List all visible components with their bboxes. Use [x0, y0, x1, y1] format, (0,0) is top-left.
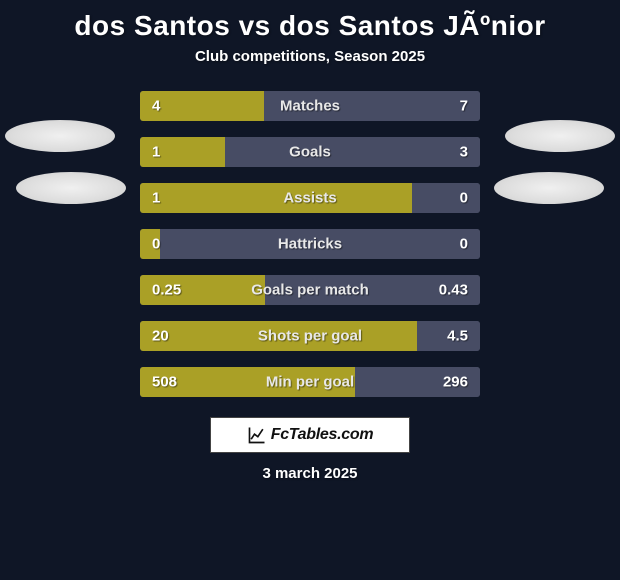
stat-right-value: 0: [460, 236, 468, 253]
page-title: dos Santos vs dos Santos JÃºnior: [0, 0, 620, 48]
stat-label: Shots per goal: [258, 328, 362, 345]
stat-left-value: 0.25: [152, 282, 181, 299]
player-left-photo-2: [16, 172, 126, 204]
stat-row: 508 296 Min per goal: [140, 367, 480, 397]
stat-left-value: 508: [152, 374, 177, 391]
stat-right-value: 296: [443, 374, 468, 391]
stat-right-value: 3: [460, 144, 468, 161]
stat-right-value: 0: [460, 190, 468, 207]
stat-row: 1 3 Goals: [140, 137, 480, 167]
stat-right-value: 0.43: [439, 282, 468, 299]
stat-row: 20 4.5 Shots per goal: [140, 321, 480, 351]
stat-left-value: 20: [152, 328, 169, 345]
stat-right-value: 7: [460, 98, 468, 115]
stat-label: Assists: [283, 190, 336, 207]
player-left-photo-1: [5, 120, 115, 152]
stat-row: 4 7 Matches: [140, 91, 480, 121]
stat-right-segment: [225, 137, 480, 167]
stat-row: 1 0 Assists: [140, 183, 480, 213]
stat-label: Min per goal: [266, 374, 354, 391]
stat-label: Matches: [280, 98, 340, 115]
stat-right-value: 4.5: [447, 328, 468, 345]
chart-icon: [247, 425, 267, 445]
date-text: 3 march 2025: [0, 465, 620, 482]
stat-left-value: 4: [152, 98, 160, 115]
stat-right-segment: [412, 183, 480, 213]
stat-row: 0.25 0.43 Goals per match: [140, 275, 480, 305]
stat-row: 0 0 Hattricks: [140, 229, 480, 259]
stat-label: Goals per match: [251, 282, 369, 299]
subtitle: Club competitions, Season 2025: [0, 48, 620, 91]
comparison-bars: 4 7 Matches 1 3 Goals 1 0 Assists 0 0 Hattricks 0.25…: [140, 91, 480, 397]
logo-badge: FcTables.com: [210, 417, 410, 453]
player-right-photo-2: [494, 172, 604, 204]
stat-left-value: 0: [152, 236, 160, 253]
logo-text: FcTables.com: [271, 426, 374, 444]
stat-left-segment: [140, 183, 412, 213]
player-right-photo-1: [505, 120, 615, 152]
stat-label: Hattricks: [278, 236, 342, 253]
stat-label: Goals: [289, 144, 331, 161]
stat-left-value: 1: [152, 144, 160, 161]
stat-left-value: 1: [152, 190, 160, 207]
